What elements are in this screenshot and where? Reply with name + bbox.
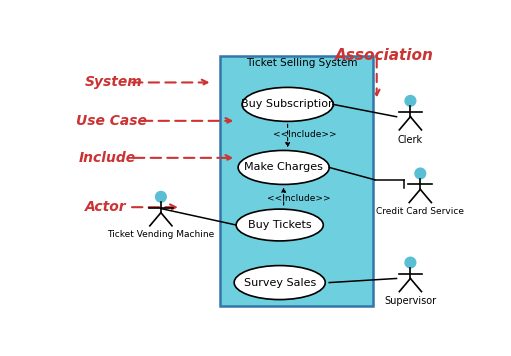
Text: System: System xyxy=(84,75,142,89)
Ellipse shape xyxy=(234,266,326,299)
Text: Actor: Actor xyxy=(84,200,126,214)
Ellipse shape xyxy=(236,209,323,241)
Ellipse shape xyxy=(155,191,167,203)
Ellipse shape xyxy=(414,167,426,179)
Text: Use Case: Use Case xyxy=(76,114,147,128)
Text: Survey Sales: Survey Sales xyxy=(244,278,316,288)
Text: Include: Include xyxy=(79,151,136,165)
Text: Credit Card Service: Credit Card Service xyxy=(376,207,464,216)
Text: <<Include>>: <<Include>> xyxy=(267,194,331,203)
Text: Buy Subscription: Buy Subscription xyxy=(241,99,335,109)
Ellipse shape xyxy=(404,257,416,268)
Text: Make Charges: Make Charges xyxy=(244,162,323,172)
Text: Association: Association xyxy=(335,48,434,63)
Text: Ticket Vending Machine: Ticket Vending Machine xyxy=(107,230,215,240)
FancyBboxPatch shape xyxy=(220,56,373,306)
Ellipse shape xyxy=(238,151,329,184)
Text: Clerk: Clerk xyxy=(398,135,423,145)
Ellipse shape xyxy=(404,95,416,107)
Text: <<Include>>: <<Include>> xyxy=(272,130,336,139)
Text: Ticket Selling System: Ticket Selling System xyxy=(246,58,358,68)
Ellipse shape xyxy=(242,88,333,121)
Text: Supervisor: Supervisor xyxy=(384,296,436,306)
Text: Buy Tickets: Buy Tickets xyxy=(248,220,312,230)
